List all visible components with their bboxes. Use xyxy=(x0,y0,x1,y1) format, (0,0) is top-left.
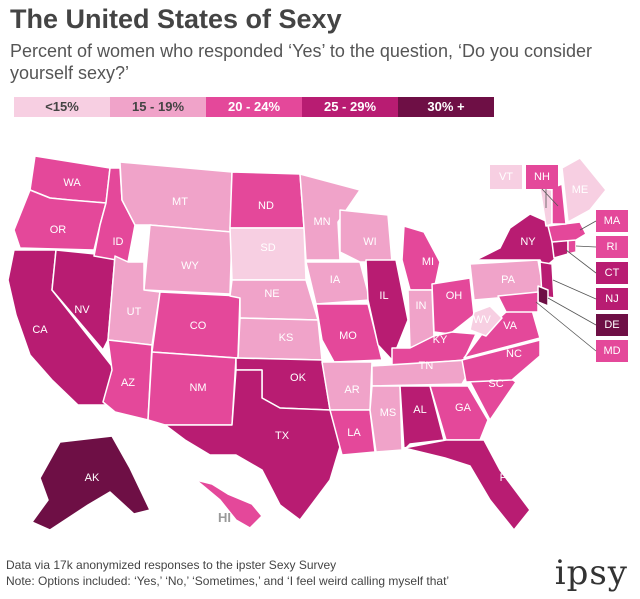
label-MT: MT xyxy=(172,196,188,208)
box-DE xyxy=(596,314,628,336)
label-OR: OR xyxy=(50,224,67,236)
state-MA xyxy=(547,221,587,243)
label-NM: NM xyxy=(189,382,206,394)
label-SD: SD xyxy=(260,242,275,254)
state-MN xyxy=(299,173,361,261)
label-ME: ME xyxy=(572,184,589,196)
state-TX xyxy=(164,369,343,521)
label-AK: AK xyxy=(85,472,100,484)
box-label-NJ: NJ xyxy=(605,293,618,305)
state-FL xyxy=(403,439,531,531)
ipsy-logo: ipsy xyxy=(554,553,628,593)
state-NC xyxy=(461,339,541,383)
label-ND: ND xyxy=(258,200,274,212)
state-MO xyxy=(315,303,383,363)
box-NH xyxy=(526,165,558,189)
legend-item: 15 - 19% xyxy=(110,97,206,117)
label-VA: VA xyxy=(503,320,518,332)
map-subtitle: Percent of women who responded ‘Yes’ to … xyxy=(10,41,593,83)
label-WI: WI xyxy=(363,236,376,248)
label-CO: CO xyxy=(190,320,207,332)
label-HI: HI xyxy=(218,510,231,525)
state-NH xyxy=(551,183,567,225)
label-LA: LA xyxy=(347,427,361,439)
footer-source: Data via 17k anonymized responses to the… xyxy=(6,558,337,572)
legend-item: 25 - 29% xyxy=(302,97,398,117)
footer: Data via 17k anonymized responses to the… xyxy=(6,557,449,589)
label-AR: AR xyxy=(344,384,359,396)
footer-note: Note: Options included: ‘Yes,’ ‘No,’ ‘So… xyxy=(6,574,450,588)
label-ID: ID xyxy=(113,236,124,248)
label-MI: MI xyxy=(422,256,434,268)
label-IA: IA xyxy=(330,274,341,286)
label-NC: NC xyxy=(506,348,522,360)
label-GA: GA xyxy=(455,402,472,414)
state-ME xyxy=(561,157,607,223)
label-PA: PA xyxy=(501,274,516,286)
state-MD xyxy=(497,291,539,313)
state-NY xyxy=(475,213,557,269)
label-MN: MN xyxy=(313,216,330,228)
state-AK xyxy=(31,435,151,531)
label-TN: TN xyxy=(419,360,434,372)
label-TX: TX xyxy=(275,430,290,442)
ne-callouts: VT NH ME MA RI CT NJ DE MD xyxy=(490,165,628,362)
state-SD xyxy=(229,227,307,281)
legend-item: 20 - 24% xyxy=(206,97,302,117)
label-NV: NV xyxy=(74,304,90,316)
state-DE xyxy=(537,285,549,307)
label-KY: KY xyxy=(433,334,448,346)
box-label-NH: NH xyxy=(534,171,550,183)
state-RI xyxy=(567,239,577,255)
box-CT xyxy=(596,262,628,284)
label-NY: NY xyxy=(520,236,536,248)
legend: <15% 15 - 19% 20 - 24% 25 - 29% 30% + xyxy=(14,97,494,117)
box-label-CT: CT xyxy=(605,267,620,279)
label-MS: MS xyxy=(380,407,397,419)
box-VT xyxy=(490,165,522,189)
label-WA: WA xyxy=(63,177,81,189)
box-label-MA: MA xyxy=(604,215,621,227)
state-WV xyxy=(469,305,503,337)
label-NE: NE xyxy=(264,288,279,300)
state-GA xyxy=(429,385,489,441)
state-OH xyxy=(431,277,475,335)
box-label-MD: MD xyxy=(603,345,620,357)
state-LA xyxy=(329,409,376,456)
label-SC: SC xyxy=(488,378,503,390)
label-OK: OK xyxy=(290,372,307,384)
box-MD xyxy=(596,340,628,362)
label-FL: FL xyxy=(500,472,513,484)
box-MA xyxy=(596,210,628,232)
label-KS: KS xyxy=(279,332,294,344)
label-MO: MO xyxy=(339,330,357,342)
box-label-VT: VT xyxy=(499,171,513,183)
state-HI xyxy=(195,479,263,529)
label-IL: IL xyxy=(379,290,388,302)
label-AZ: AZ xyxy=(121,377,135,389)
label-WV: WV xyxy=(473,314,491,326)
state-CT xyxy=(551,239,569,259)
box-label-DE: DE xyxy=(604,319,619,331)
legend-item: 30% + xyxy=(398,97,494,117)
box-RI xyxy=(596,236,628,258)
label-IN: IN xyxy=(416,300,427,312)
label-AL: AL xyxy=(413,404,426,416)
state-NE xyxy=(229,279,319,321)
state-AZ xyxy=(102,339,153,421)
box-NJ xyxy=(596,288,628,310)
label-CA: CA xyxy=(32,324,48,336)
map-title: The United States of Sexy xyxy=(10,4,342,34)
state-AL xyxy=(399,385,445,451)
label-WY: WY xyxy=(181,260,199,272)
state-labels: WA OR CA NV ID MT WY UT CO AZ NM ND SD N… xyxy=(32,177,536,525)
state-MS xyxy=(369,385,403,453)
legend-item: <15% xyxy=(14,97,110,117)
label-UT: UT xyxy=(127,306,142,318)
label-OH: OH xyxy=(446,290,463,302)
box-label-RI: RI xyxy=(607,241,618,253)
